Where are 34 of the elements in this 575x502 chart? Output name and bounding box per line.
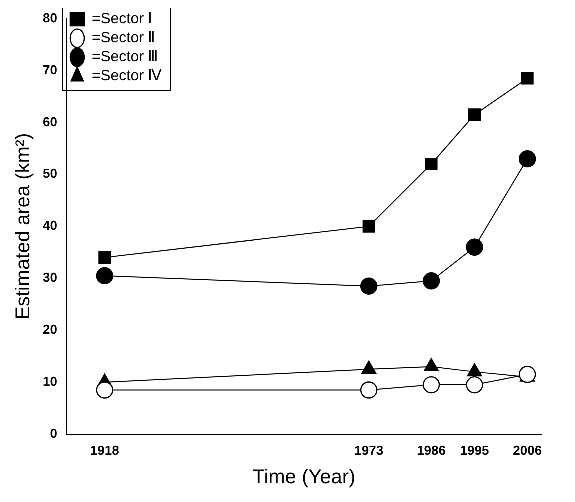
legend-label: =Sector Ⅲ: [92, 48, 158, 66]
point: [362, 220, 376, 233]
point: [466, 376, 484, 394]
y-tick-label: 20: [42, 322, 58, 338]
y-tick-label: 40: [42, 218, 58, 234]
point: [425, 158, 438, 171]
x-tick-label: 1973: [354, 442, 384, 458]
point: [96, 382, 114, 399]
point: [360, 382, 378, 399]
point: [422, 272, 440, 290]
point: [466, 238, 484, 256]
y-axis-title: Estimated area (km²): [12, 133, 35, 320]
legend-label: =Sector Ⅱ: [92, 30, 156, 47]
y-tick-label: 30: [42, 270, 58, 286]
legend-label: =Sector Ⅰ: [92, 10, 152, 28]
point: [518, 150, 536, 168]
point: [468, 108, 482, 122]
y-tick-label: 50: [42, 166, 58, 182]
y-tick-label: 80: [42, 10, 58, 26]
point: [360, 278, 378, 295]
point: [98, 252, 112, 264]
y-tick-label: 10: [42, 374, 58, 390]
y-tick-label: 0: [50, 426, 58, 441]
point: [422, 376, 440, 394]
y-tick-label: 60: [42, 114, 58, 130]
point: [521, 72, 534, 85]
y-tick-label: 70: [42, 62, 58, 78]
x-tick-label: 1986: [417, 442, 446, 458]
point: [96, 267, 114, 285]
legend-label: =Sector Ⅳ: [92, 68, 162, 85]
x-tick-label: 1995: [460, 442, 490, 458]
x-tick-label: 1918: [90, 442, 120, 458]
x-tick-label: 2006: [513, 442, 542, 458]
x-axis-title: Time (Year): [252, 466, 356, 489]
